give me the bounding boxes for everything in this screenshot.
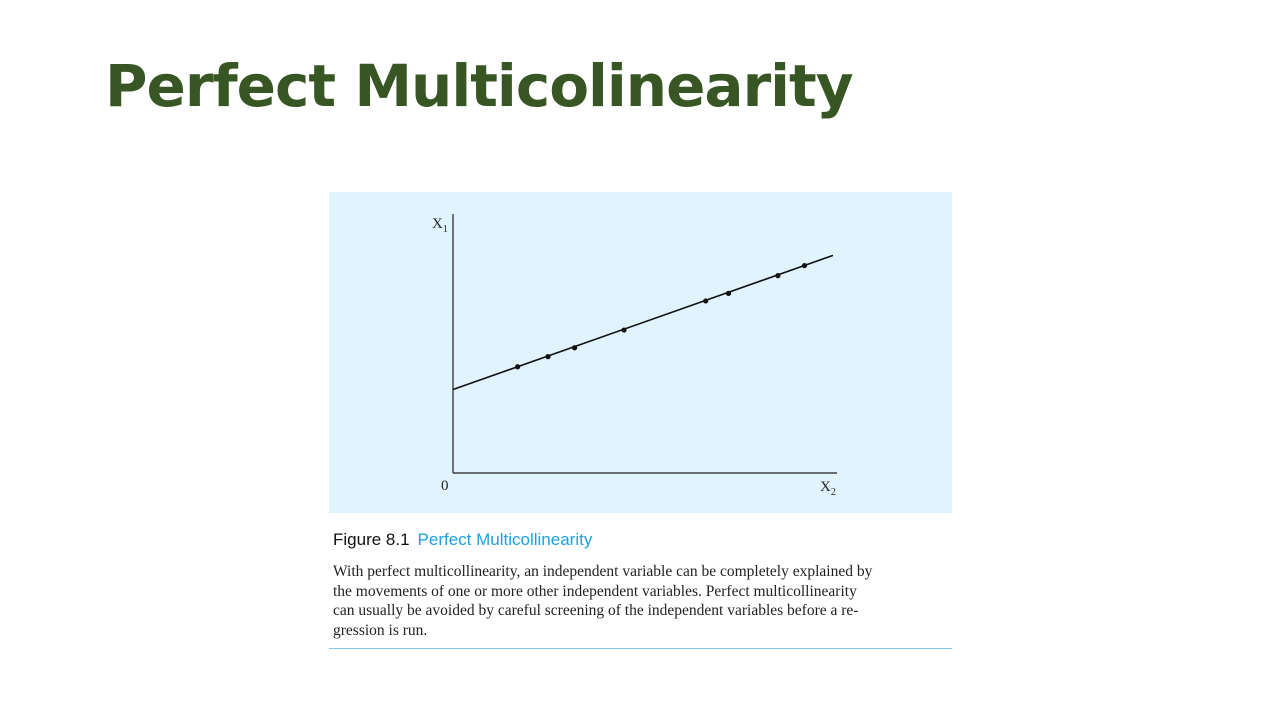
data-point [703,298,709,304]
figure-heading: Figure 8.1 Perfect Multicollinearity [333,530,953,550]
figure-title: Perfect Multicollinearity [417,530,593,549]
data-point [621,327,627,333]
caption-divider [329,648,952,649]
data-point [725,290,732,296]
data-point [545,354,551,360]
figure-panel: X1 X2 0 [329,192,952,513]
data-point [572,345,578,351]
slide-title: Perfect Multicolinearity [105,52,854,120]
x-axis-label: X2 [820,479,836,498]
data-point [801,262,808,269]
scatter-chart: X1 X2 0 [432,214,837,498]
data-point [775,273,781,279]
figure-number: Figure 8.1 [333,530,410,549]
caption-text: With perfect multicollinearity, an indep… [333,562,953,640]
data-point [515,364,521,370]
caption-line: gression is run. [333,621,428,639]
caption-line: the movements of one or more other indep… [333,582,857,600]
figure-caption: Figure 8.1 Perfect Multicollinearity With… [333,530,953,640]
y-axis-label: X1 [432,216,448,235]
origin-label: 0 [441,478,449,494]
caption-line: can usually be avoided by careful screen… [333,602,859,619]
caption-line: With perfect multicollinearity, an indep… [333,563,873,580]
